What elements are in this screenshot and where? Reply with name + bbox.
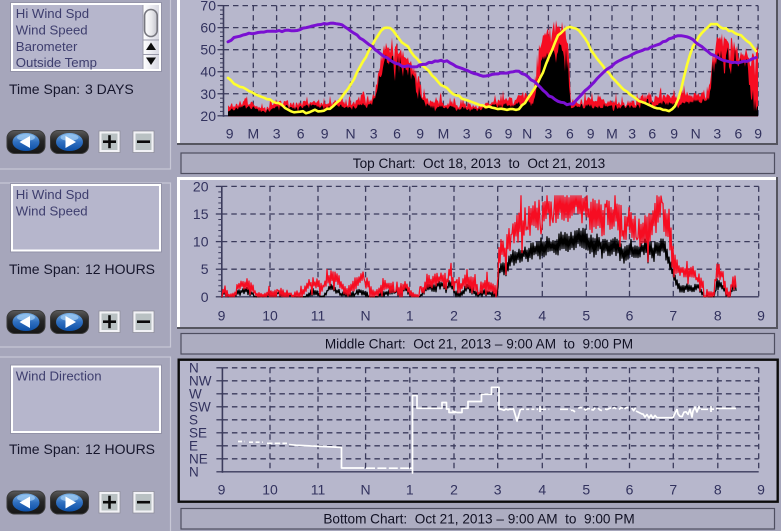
svg-text:S: S — [189, 413, 198, 428]
svg-text:11: 11 — [311, 482, 326, 498]
svg-text:N: N — [189, 361, 199, 376]
svg-text:3: 3 — [628, 126, 636, 142]
svg-text:3: 3 — [713, 126, 721, 142]
svg-text:SE: SE — [189, 426, 207, 441]
svg-text:10: 10 — [262, 308, 278, 324]
svg-text:10: 10 — [193, 234, 209, 250]
svg-text:3: 3 — [494, 482, 502, 498]
svg-text:3: 3 — [273, 126, 281, 142]
svg-text:Time Span:: Time Span: — [9, 441, 80, 457]
svg-text:8: 8 — [714, 482, 722, 498]
svg-text:N: N — [361, 482, 371, 498]
svg-text:3: 3 — [370, 126, 378, 142]
svg-text:W: W — [189, 387, 202, 402]
svg-text:Time Span:: Time Span: — [9, 81, 80, 97]
svg-text:9: 9 — [754, 126, 762, 142]
svg-text:Time Span:: Time Span: — [9, 261, 80, 277]
svg-text:Hi Wind Spd: Hi Wind Spd — [16, 187, 89, 202]
svg-text:8: 8 — [714, 308, 722, 324]
svg-text:3: 3 — [463, 126, 471, 142]
svg-text:12 HOURS: 12 HOURS — [85, 261, 155, 277]
svg-text:9: 9 — [587, 126, 595, 142]
svg-text:2: 2 — [450, 308, 458, 324]
svg-text:M: M — [247, 126, 259, 142]
svg-text:4: 4 — [538, 308, 546, 324]
svg-text:Middle Chart: Oct 21, 2013 –: Middle Chart: Oct 21, 2013 – 9:00 AM to … — [325, 336, 633, 351]
svg-text:40: 40 — [200, 64, 216, 80]
svg-text:Wind Speed: Wind Speed — [16, 203, 88, 218]
svg-text:SW: SW — [189, 400, 211, 415]
svg-text:Wind Speed: Wind Speed — [16, 22, 88, 37]
svg-text:1: 1 — [406, 482, 414, 498]
svg-text:30: 30 — [200, 86, 216, 102]
svg-text:70: 70 — [200, 0, 216, 14]
svg-text:9: 9 — [757, 308, 765, 324]
svg-text:Outside Temp: Outside Temp — [16, 55, 97, 70]
svg-text:9: 9 — [757, 482, 765, 498]
svg-text:NW: NW — [189, 374, 212, 389]
svg-text:6: 6 — [735, 126, 743, 142]
svg-text:9: 9 — [218, 482, 226, 498]
svg-text:20: 20 — [193, 178, 209, 194]
svg-text:6: 6 — [626, 308, 634, 324]
svg-text:3 DAYS: 3 DAYS — [85, 81, 134, 97]
svg-text:6: 6 — [297, 126, 305, 142]
svg-text:9: 9 — [505, 126, 513, 142]
svg-text:N: N — [189, 465, 199, 480]
svg-text:9: 9 — [670, 126, 678, 142]
svg-text:20: 20 — [200, 108, 216, 124]
svg-text:7: 7 — [669, 482, 677, 498]
svg-text:5: 5 — [582, 308, 590, 324]
svg-text:9: 9 — [416, 126, 424, 142]
svg-text:9: 9 — [218, 308, 226, 324]
svg-text:6: 6 — [648, 126, 656, 142]
svg-text:Top Chart: Oct 18, 2013 to: Top Chart: Oct 18, 2013 to Oct 21, 2013 — [353, 156, 605, 171]
svg-text:6: 6 — [566, 126, 574, 142]
svg-text:E: E — [189, 439, 198, 454]
svg-text:M: M — [606, 126, 618, 142]
svg-text:10: 10 — [262, 482, 278, 498]
svg-text:Bottom Chart: Oct 21, 2013 –: Bottom Chart: Oct 21, 2013 – 9:00 AM to … — [323, 511, 634, 526]
svg-text:12 HOURS: 12 HOURS — [85, 441, 155, 457]
svg-text:N: N — [361, 308, 371, 324]
svg-text:N: N — [691, 126, 701, 142]
svg-text:6: 6 — [485, 126, 493, 142]
svg-text:M: M — [438, 126, 450, 142]
svg-text:9: 9 — [321, 126, 329, 142]
svg-text:3: 3 — [494, 308, 502, 324]
svg-text:1: 1 — [406, 308, 414, 324]
svg-text:N: N — [345, 126, 355, 142]
svg-text:9: 9 — [226, 126, 234, 142]
svg-text:6: 6 — [626, 482, 634, 498]
svg-text:7: 7 — [669, 308, 677, 324]
svg-text:Barometer: Barometer — [16, 39, 78, 54]
svg-text:NE: NE — [189, 452, 208, 467]
svg-text:60: 60 — [200, 20, 216, 36]
svg-text:0: 0 — [201, 289, 209, 305]
svg-text:Hi Wind Spd: Hi Wind Spd — [16, 6, 89, 21]
svg-text:5: 5 — [582, 482, 590, 498]
svg-text:2: 2 — [450, 482, 458, 498]
svg-text:3: 3 — [545, 126, 553, 142]
svg-text:11: 11 — [311, 308, 326, 324]
svg-text:Wind Direction: Wind Direction — [16, 369, 102, 384]
svg-text:15: 15 — [193, 206, 209, 222]
svg-text:50: 50 — [200, 42, 216, 58]
svg-text:4: 4 — [538, 482, 546, 498]
svg-text:6: 6 — [393, 126, 401, 142]
svg-text:N: N — [522, 126, 532, 142]
svg-text:5: 5 — [201, 261, 209, 277]
